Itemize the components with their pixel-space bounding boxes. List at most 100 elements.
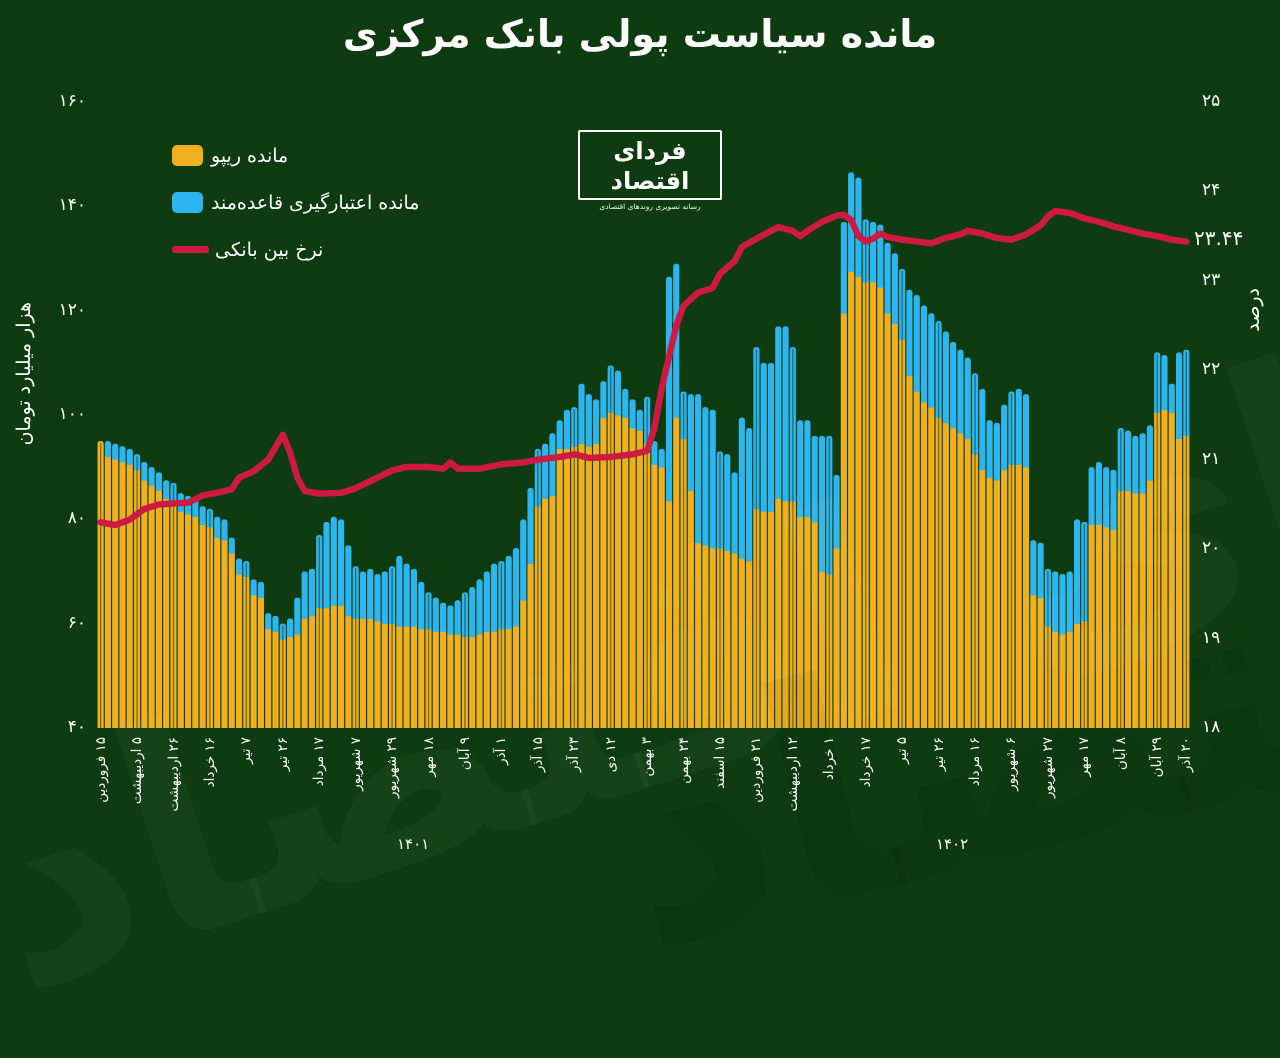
- credit-bar: [1146, 425, 1153, 481]
- credit-bar: [964, 357, 971, 439]
- repo-bar: [695, 540, 702, 728]
- repo-bar: [884, 310, 891, 728]
- credit-bar: [520, 519, 527, 601]
- plot-svg: [97, 172, 1190, 728]
- repo-bar: [804, 514, 811, 728]
- repo-bar: [1095, 521, 1102, 728]
- repo-bar: [1110, 527, 1117, 728]
- legend-label-rate: نرخ بین بانکی: [215, 238, 324, 261]
- credit-bar: [593, 399, 600, 445]
- repo-bar: [979, 467, 986, 728]
- repo-bar: [1132, 490, 1139, 728]
- credit-bar: [440, 602, 447, 632]
- credit-swatch-icon: [172, 192, 203, 213]
- year-label-1402: ۱۴۰۲: [936, 835, 969, 853]
- credit-bar: [235, 558, 243, 575]
- credit-bar: [476, 579, 483, 635]
- y-right-tick-label: ۲۱: [1202, 448, 1221, 469]
- repo-bar: [403, 623, 410, 728]
- credit-bar: [782, 326, 789, 502]
- credit-bar: [833, 474, 840, 549]
- y-right-tick-label: ۲۴: [1202, 180, 1221, 201]
- credit-bar: [950, 341, 957, 429]
- x-tick-label: ۲۹ شهریور: [384, 737, 401, 799]
- repo-bar: [177, 508, 184, 728]
- credit-bar: [367, 568, 374, 619]
- x-tick-label: ۲۷ شهریور: [1039, 737, 1056, 799]
- credit-bar: [840, 221, 847, 314]
- credit-bar: [869, 221, 877, 283]
- legend-item-rate: نرخ بین بانکی: [172, 234, 419, 265]
- repo-bar: [738, 555, 745, 728]
- credit-bar: [731, 472, 738, 554]
- y-axis-left-title: هزار میلیارد تومان: [13, 302, 35, 446]
- credit-bar: [141, 461, 148, 481]
- repo-bar: [848, 268, 855, 728]
- x-tick-label: ۶ شهریور: [1003, 737, 1020, 791]
- x-tick-label: ۲۰ آذر: [1178, 737, 1195, 773]
- x-tick-label: ۱۶ مرداد: [967, 737, 984, 787]
- credit-bar: [454, 600, 461, 635]
- repo-bar: [1052, 628, 1059, 728]
- y-right-tick-label: ۲۲: [1202, 359, 1221, 380]
- credit-bar: [556, 420, 563, 450]
- logo-name: فردای اقتصاد: [610, 137, 690, 195]
- legend-label-credit: مانده اعتبارگیری قاعده‌مند: [211, 191, 420, 214]
- repo-bar: [993, 477, 1000, 728]
- credit-bar: [272, 615, 279, 632]
- repo-bar: [483, 628, 490, 728]
- credit-bar: [928, 313, 935, 408]
- credit-bar: [913, 295, 920, 392]
- credit-bar: [250, 579, 257, 596]
- repo-bar: [214, 534, 221, 728]
- credit-bar: [359, 571, 367, 619]
- x-tick-label: ۲۶ اردیبهشت: [165, 737, 182, 812]
- repo-bar: [760, 508, 767, 728]
- repo-bar: [141, 477, 148, 728]
- repo-bar: [1037, 594, 1044, 728]
- credit-bar: [287, 618, 294, 638]
- credit-bar: [600, 381, 607, 418]
- credit-bar: [104, 441, 111, 458]
- x-tick-label: ۲۳ آذر: [566, 737, 583, 773]
- credit-bar: [986, 420, 993, 478]
- repo-bar: [374, 618, 381, 728]
- repo-bar: [746, 558, 753, 728]
- repo-bar: [447, 631, 454, 728]
- credit-bar: [1110, 469, 1117, 531]
- repo-bar: [359, 615, 367, 728]
- repo-bar: [163, 495, 170, 728]
- repo-bar: [913, 388, 920, 728]
- x-tick-label: ۵ اردیبهشت: [129, 737, 146, 805]
- repo-bar: [330, 602, 337, 728]
- repo-bar: [345, 613, 352, 728]
- credit-bar: [702, 407, 709, 546]
- repo-bar: [563, 446, 571, 728]
- repo-bar: [950, 425, 957, 728]
- credit-bar: [738, 417, 745, 559]
- repo-bar: [855, 274, 862, 728]
- repo-bar: [410, 623, 418, 728]
- repo-bar: [235, 571, 243, 728]
- credit-bar: [1037, 542, 1044, 598]
- credit-bar: [906, 289, 913, 377]
- y-left-tick-label: ۱۴۰: [58, 195, 86, 216]
- repo-bar: [418, 626, 425, 728]
- repo-bar: [440, 628, 447, 728]
- credit-bar: [403, 563, 410, 627]
- repo-bar: [622, 415, 629, 728]
- repo-bar: [119, 459, 126, 728]
- credit-bar: [410, 568, 418, 627]
- credit-bar: [1088, 467, 1095, 525]
- repo-bar: [1139, 490, 1146, 728]
- repo-bar: [1168, 409, 1175, 728]
- credit-bar: [323, 521, 330, 609]
- rate-annotation: ۲۳.۴۴: [1194, 226, 1244, 250]
- repo-bar: [797, 514, 804, 728]
- credit-bar: [432, 597, 439, 632]
- x-tick-label: ۲۴ بهمن: [675, 737, 692, 784]
- credit-bar: [199, 506, 206, 525]
- repo-bar: [265, 626, 272, 728]
- repo-bar: [585, 443, 592, 728]
- x-tick-label: ۲۱ فروردین: [748, 737, 765, 803]
